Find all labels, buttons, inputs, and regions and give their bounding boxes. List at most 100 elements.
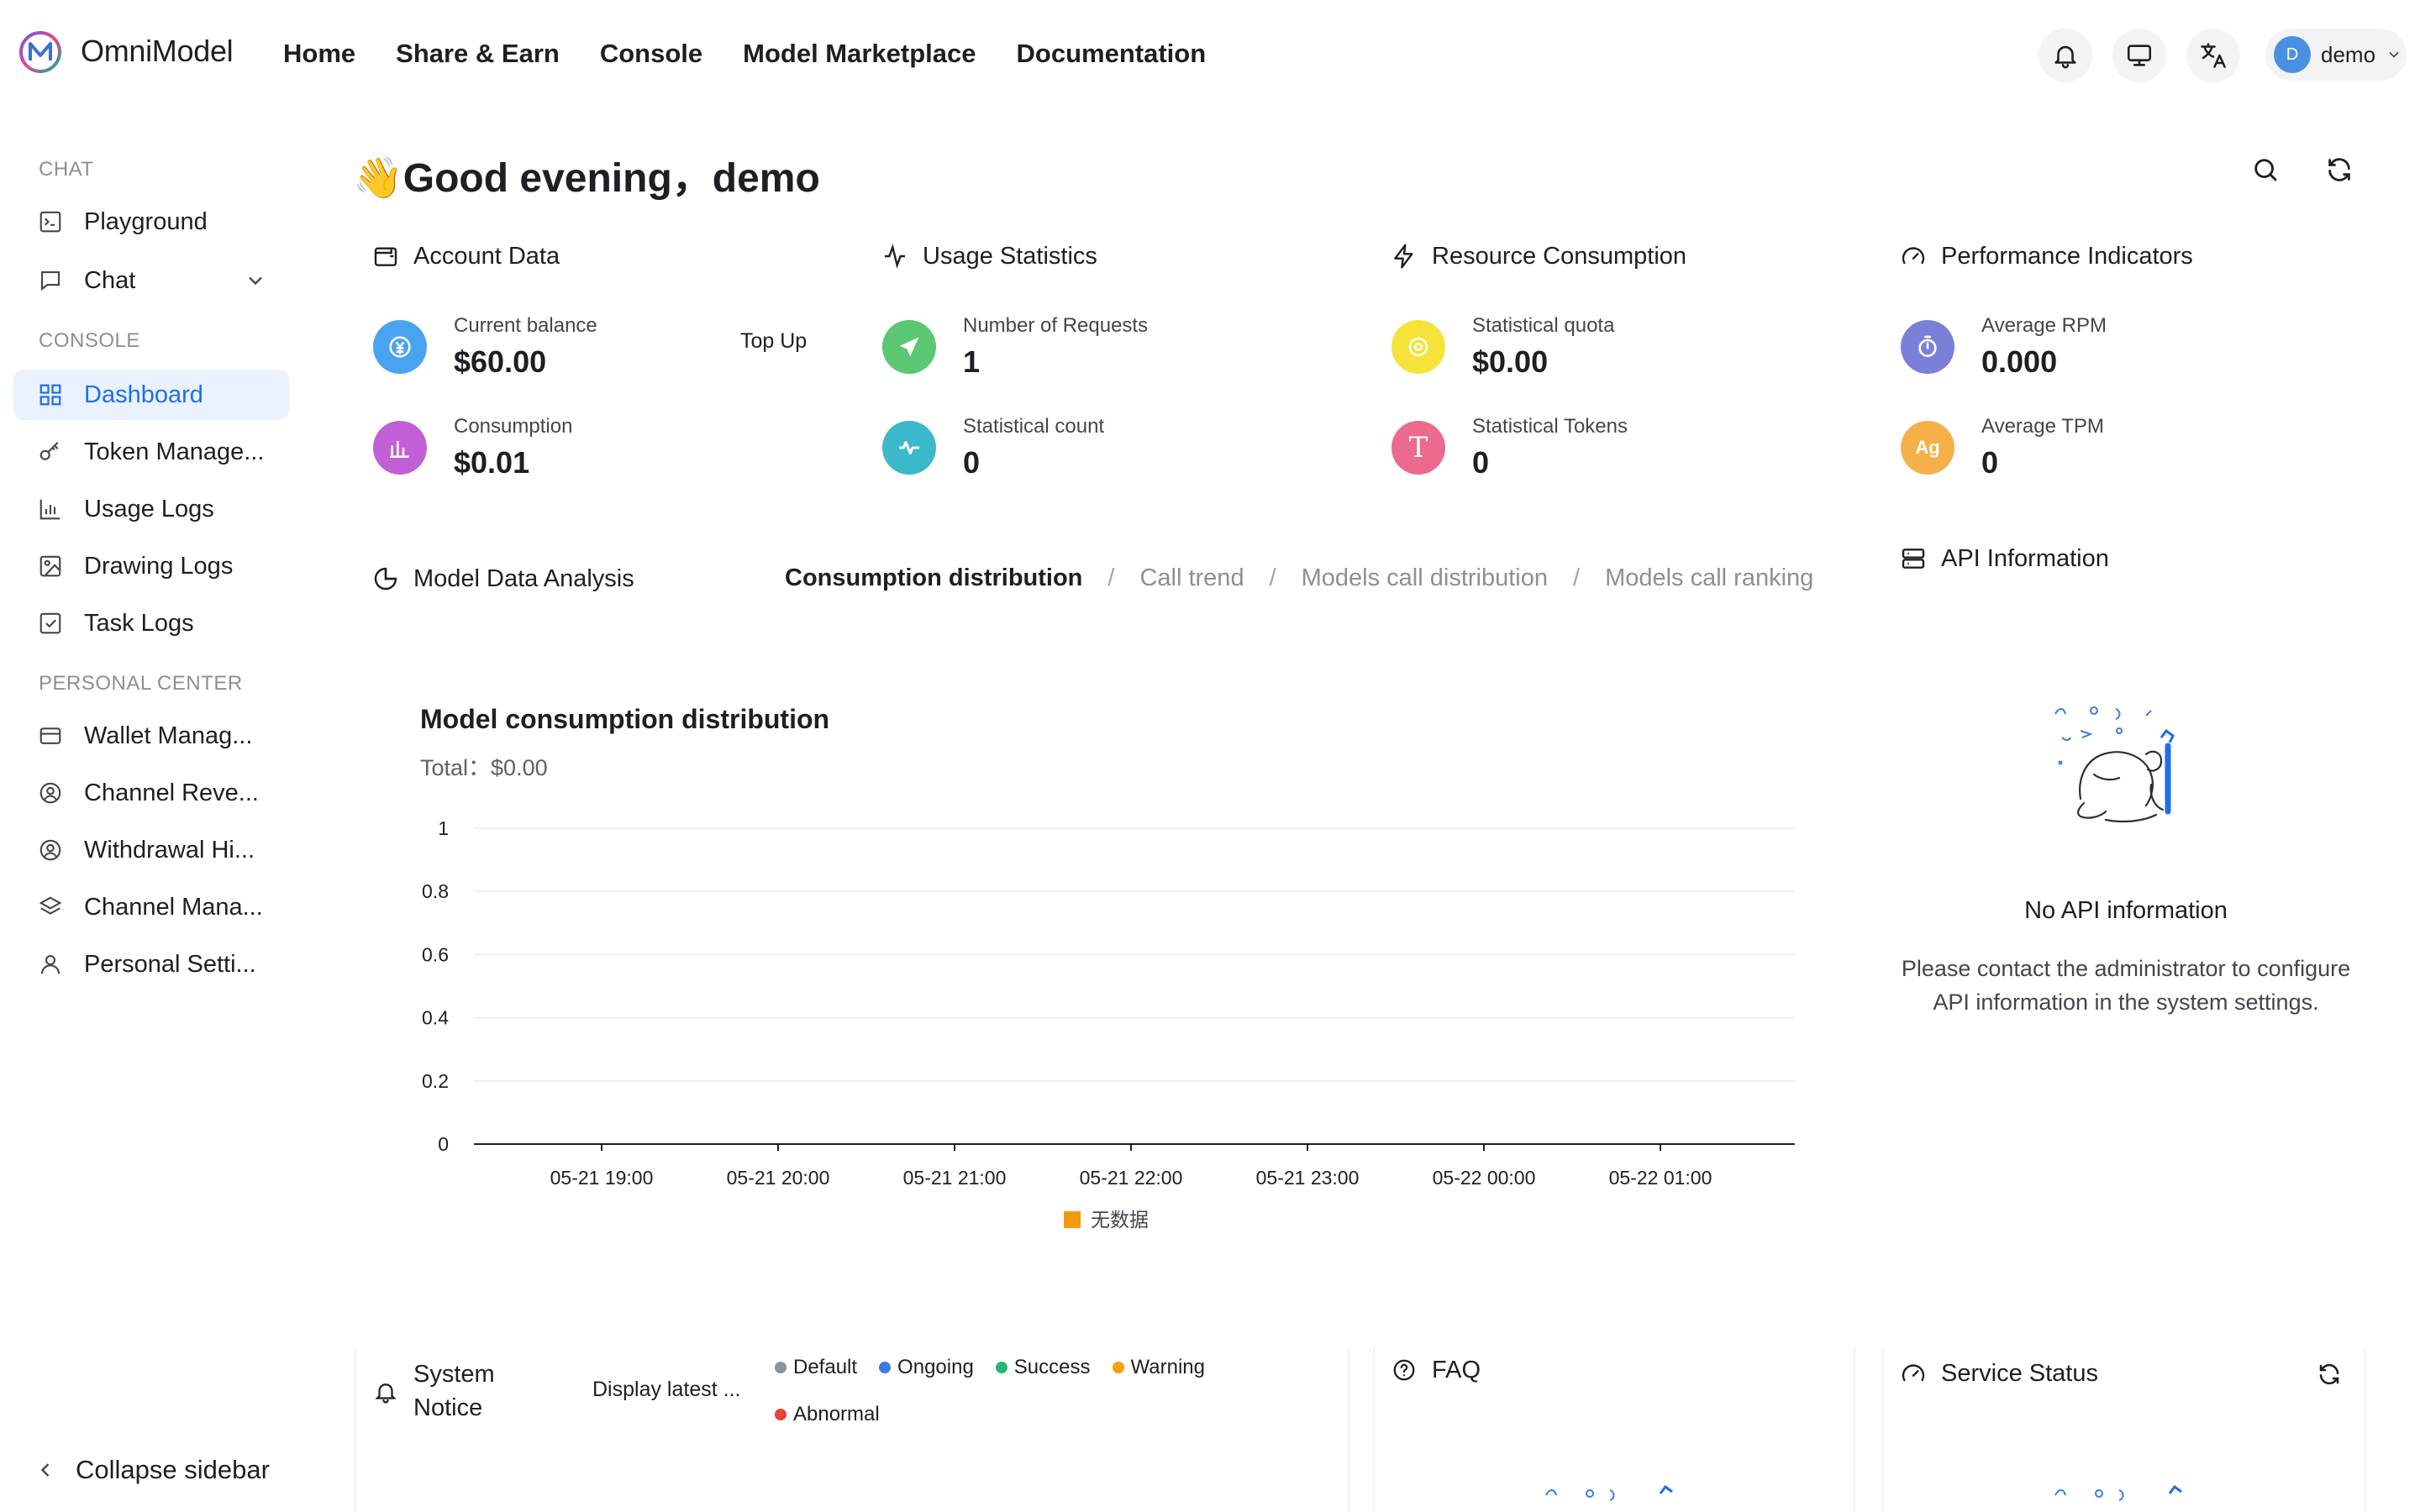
performance-indicators-title: Performance Indicators [1941,242,2193,270]
statistical-tokens-stat: T Statistical Tokens 0 [1392,415,1628,480]
average-tpm-stat: Ag Average TPM 0 [1901,415,2104,480]
system-notice-header: System Notice [371,1357,495,1425]
tab-models-call-ranking[interactable]: Models call ranking [1605,564,1814,591]
avatar: D [2274,36,2311,73]
tab-models-call-distribution[interactable]: Models call distribution [1301,564,1548,591]
terminal-icon [37,208,64,235]
legend-label: 无数据 [1091,1210,1149,1231]
service-status-panel [1882,1347,2366,1512]
bar-chart-icon [37,496,64,522]
notice-legend-row1: Default Ongoing Success Warning [775,1356,1205,1379]
usage-statistics-header: Usage Statistics [881,242,1097,270]
system-notice-title: System Notice [413,1357,495,1425]
sidebar-item-label: Dashboard [84,381,203,408]
faq-title: FAQ [1432,1356,1481,1383]
refresh-icon [2328,158,2350,181]
consumption-chart[interactable]: 0 0.2 0.4 0.6 0.8 1 05-21 19:00 05-21 20:00 05-2… [403,798,1832,1252]
current-balance-value: $60.00 [454,344,547,379]
page-title: 👋Good evening，demo [353,144,820,203]
sidebar-item-usage-logs[interactable]: Usage Logs [13,484,289,534]
statistical-quota-stat: Statistical quota $0.00 [1392,314,1614,380]
tab-consumption-distribution[interactable]: Consumption distribution [785,564,1083,591]
chevron-down-icon[interactable] [244,269,267,292]
average-tpm-value: 0 [1981,445,1999,480]
y-tick-label: 0.8 [422,880,449,902]
lightning-icon [1390,242,1418,270]
requests-stat: Number of Requests 1 [882,314,1148,380]
model-data-analysis-title: Model Data Analysis [413,564,634,592]
search-button[interactable] [2245,150,2286,190]
system-notice-title-line1: System [413,1361,495,1388]
section-title-personal-center: PERSONAL CENTER [39,672,243,695]
service-refresh-button[interactable] [2309,1354,2349,1394]
average-rpm-stat: Average RPM 0.000 [1901,314,2107,380]
sidebar-item-wallet-management[interactable]: Wallet Manag... [13,711,289,761]
nav-home[interactable]: Home [283,39,356,68]
user-menu[interactable]: D demo [2265,29,2407,81]
bell-icon [371,1378,400,1406]
requests-value: 1 [963,344,981,379]
account-data-header: Account Data [371,242,560,270]
monitor-icon [2127,45,2152,66]
sidebar-item-playground[interactable]: Playground [13,197,289,247]
sidebar-item-channel-management[interactable]: Channel Mana... [13,882,289,932]
notice-legend-row2: Abnormal [775,1403,880,1426]
tab-separator: / [1573,564,1581,591]
nav-console[interactable]: Console [599,39,703,68]
sidebar-item-drawing-logs[interactable]: Drawing Logs [13,541,289,591]
legend-swatch [1064,1211,1081,1228]
dashboard-icon [37,381,64,408]
sidebar-item-channel-revenue[interactable]: Channel Reve... [13,768,289,818]
user-circle-icon [37,837,64,864]
gauge-icon [1899,1359,1928,1388]
activity-icon [881,242,909,270]
chevron-down-icon [2389,51,2399,58]
sidebar-item-withdrawal-history[interactable]: Withdrawal Hi... [13,825,289,875]
statistical-tokens-value: 0 [1472,445,1490,480]
send-icon [882,320,936,374]
server-icon [1899,544,1928,573]
sidebar-item-label: Token Manage... [84,438,265,465]
translate-icon [2201,43,2226,68]
notifications-button[interactable] [2039,29,2092,82]
nav-share-earn[interactable]: Share & Earn [396,39,560,68]
refresh-icon [2319,1363,2339,1385]
y-tick-label: 0.2 [422,1070,449,1092]
omnimodel-logo-icon[interactable] [18,30,62,74]
y-tick-label: 0 [438,1133,449,1155]
x-tick-label: 05-21 23:00 [1256,1167,1360,1189]
resource-consumption-title: Resource Consumption [1432,242,1687,270]
collapse-sidebar-label: Collapse sidebar [76,1455,270,1484]
gauge-icon [1899,242,1928,270]
legend-dot-abnormal [775,1409,786,1420]
sidebar-item-label: Wallet Manag... [84,722,253,749]
legend-ongoing: Ongoing [897,1356,974,1378]
sidebar-item-chat[interactable]: Chat [13,255,289,306]
image-icon [37,553,64,580]
top-bar: OmniModel Home Share & Earn Console Mode… [0,0,2420,108]
sidebar-item-dashboard[interactable]: Dashboard [13,370,289,420]
tab-call-trend[interactable]: Call trend [1139,564,1244,591]
sidebar-item-task-logs[interactable]: Task Logs [13,598,289,648]
sidebar-item-label: Withdrawal Hi... [84,836,255,864]
language-button[interactable] [2186,29,2240,82]
nav-documentation[interactable]: Documentation [1016,39,1207,68]
stopwatch-icon [1901,320,1954,374]
model-data-analysis-header: Model Data Analysis [371,564,634,593]
sidebar-item-token-management[interactable]: Token Manage... [13,427,289,477]
brand-name[interactable]: OmniModel [81,34,234,68]
sidebar-item-personal-settings[interactable]: Personal Setti... [13,939,289,990]
checkbox-icon [37,610,64,637]
display-mode-button[interactable] [2112,29,2166,82]
legend-abnormal: Abnormal [793,1403,880,1425]
refresh-button[interactable] [2319,150,2360,190]
y-tick-label: 0.4 [422,1007,449,1029]
display-latest-select[interactable]: Display latest ... [592,1378,741,1401]
sidebar-item-label: Personal Setti... [84,950,256,978]
nav-model-marketplace[interactable]: Model Marketplace [743,39,976,68]
top-up-button[interactable]: Top Up [740,329,808,353]
greeting-text: Good evening，demo [402,156,820,201]
statistical-tokens-label: Statistical Tokens [1472,415,1628,438]
sidebar-item-label: Channel Reve... [84,779,259,806]
collapse-sidebar-button[interactable]: Collapse sidebar [34,1455,270,1485]
